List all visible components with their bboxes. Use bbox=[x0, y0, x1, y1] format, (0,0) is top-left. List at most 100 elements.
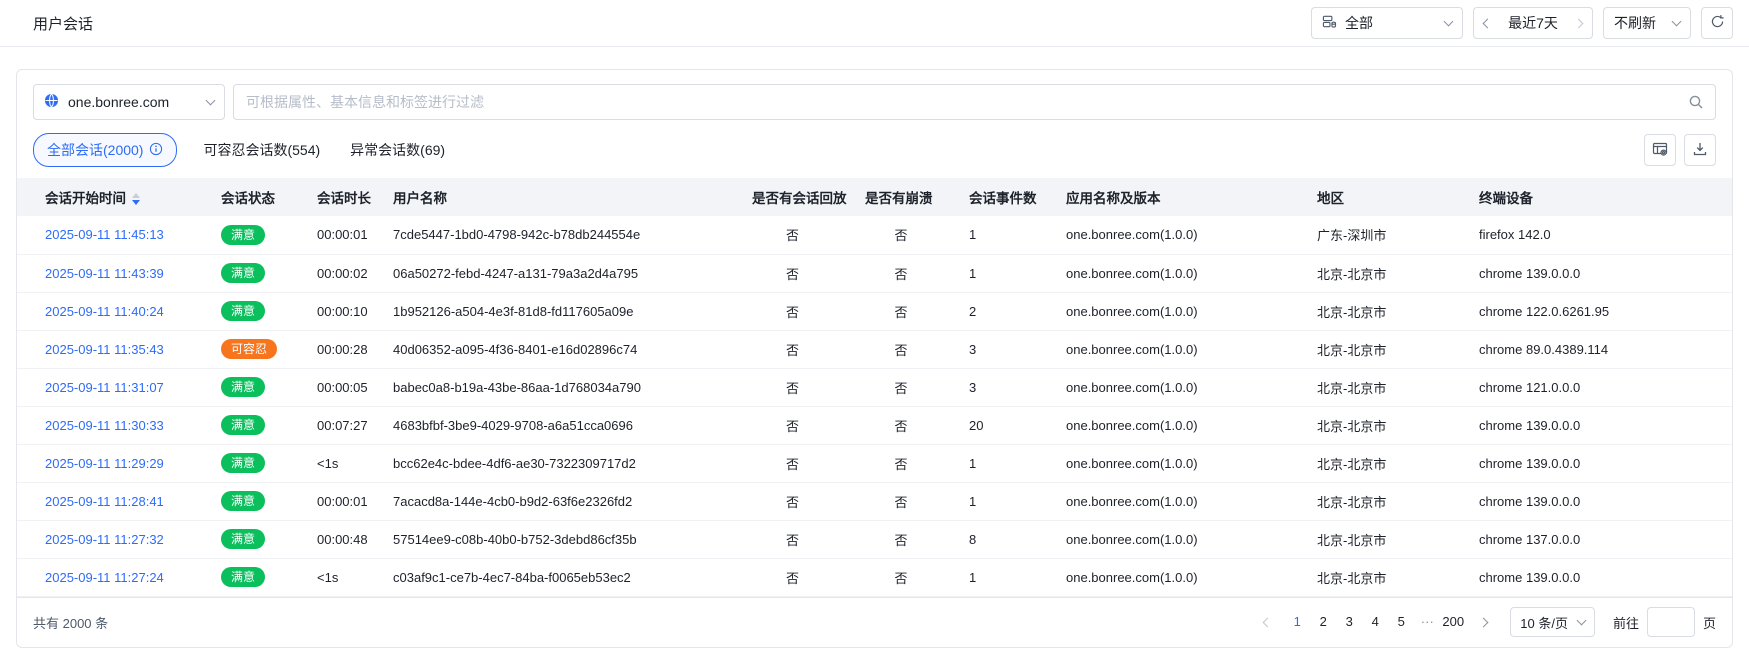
scope-select[interactable]: 全部 bbox=[1311, 7, 1463, 39]
session-start-link[interactable]: 2025-09-11 11:45:13 bbox=[45, 227, 164, 243]
region-cell: 北京-北京市 bbox=[1317, 532, 1387, 548]
replay-cell: 否 bbox=[785, 380, 799, 396]
crash-cell: 否 bbox=[894, 228, 908, 244]
next-period-icon[interactable] bbox=[1573, 18, 1584, 28]
replay-cell: 否 bbox=[785, 228, 799, 244]
device-cell: chrome 137.0.0.0 bbox=[1479, 531, 1581, 547]
pagination-page-5[interactable]: 5 bbox=[1397, 614, 1405, 629]
column-header-5: 是否有会话回放 bbox=[736, 178, 849, 216]
session-start-link[interactable]: 2025-09-11 11:27:24 bbox=[45, 569, 164, 585]
scope-select-value: 全部 bbox=[1345, 15, 1373, 31]
events-count-cell: 2 bbox=[969, 303, 977, 319]
session-duration-cell: 00:00:01 bbox=[317, 227, 368, 243]
session-start-link[interactable]: 2025-09-11 11:31:07 bbox=[45, 379, 164, 395]
search-input[interactable] bbox=[233, 84, 1716, 120]
region-cell: 北京-北京市 bbox=[1317, 494, 1387, 510]
page-jump: 前往 页 bbox=[1613, 607, 1716, 637]
events-count-cell: 1 bbox=[969, 569, 977, 585]
table-row: 2025-09-11 11:43:39 满意 00:00:02 06a50272-fe… bbox=[17, 254, 1732, 293]
session-status-badge: 满意 bbox=[221, 377, 266, 397]
events-count-cell: 3 bbox=[969, 379, 977, 395]
region-cell: 北京-北京市 bbox=[1317, 304, 1387, 320]
table-row: 2025-09-11 11:31:07 满意 00:00:05 babec0a8-b1… bbox=[17, 368, 1732, 407]
tab-actions bbox=[1644, 134, 1716, 166]
table-row: 2025-09-11 11:29:29 满意 <1s bcc62e4c-bdee-4d… bbox=[17, 444, 1732, 483]
session-status-badge: 满意 bbox=[221, 224, 266, 245]
prev-period-icon[interactable] bbox=[1482, 18, 1493, 28]
table-footer: 共有 2000 条 1 2 3 4 5 ··· 200 10 条/页 前往 页 bbox=[17, 596, 1732, 647]
user-name-cell: 57514ee9-c08b-40b0-b752-3debd86cf35b bbox=[393, 531, 637, 547]
table-body: 2025-09-11 11:45:13 满意 00:00:01 7cde5447-1b… bbox=[17, 216, 1732, 597]
column-header-7: 会话事件数 bbox=[953, 178, 1050, 216]
user-name-cell: bcc62e4c-bdee-4df6-ae30-7322309717d2 bbox=[393, 455, 636, 471]
session-status-badge: 满意 bbox=[221, 301, 266, 321]
pagination-page-3[interactable]: 3 bbox=[1345, 614, 1353, 629]
page-size-select[interactable]: 10 条/页 bbox=[1510, 607, 1595, 637]
refresh-mode-select[interactable]: 不刷新 bbox=[1603, 7, 1691, 39]
date-range-value[interactable]: 最近7天 bbox=[1508, 15, 1558, 31]
column-header-1[interactable]: 会话开始时间 bbox=[17, 178, 205, 216]
session-status-badge: 满意 bbox=[221, 491, 266, 511]
session-duration-cell: 00:00:02 bbox=[317, 265, 368, 281]
chevron-down-icon bbox=[1443, 16, 1454, 27]
region-cell: 广东-深圳市 bbox=[1317, 228, 1387, 244]
tab-label: 全部会话(2000) bbox=[47, 142, 144, 158]
session-start-link[interactable]: 2025-09-11 11:28:41 bbox=[45, 493, 164, 509]
column-header-10: 终端设备 bbox=[1463, 178, 1732, 216]
info-icon[interactable] bbox=[149, 142, 163, 159]
session-status-badge: 可容忍 bbox=[221, 339, 278, 359]
app-select-value: one.bonree.com bbox=[68, 94, 170, 110]
pagination-page-200[interactable]: 200 bbox=[1442, 614, 1465, 629]
column-header-4: 用户名称 bbox=[377, 178, 736, 216]
chevron-down-icon bbox=[1671, 16, 1682, 27]
jump-prefix-label: 前往 bbox=[1612, 615, 1639, 631]
pagination-page-1[interactable]: 1 bbox=[1293, 614, 1301, 629]
replay-cell: 否 bbox=[785, 342, 799, 358]
events-count-cell: 20 bbox=[969, 417, 984, 433]
total-count: 共有 2000 条 bbox=[33, 615, 109, 631]
table-header-row: 会话开始时间 会话状态 会话时长 用户名称 是否有会话回放 是否有崩溃 会话事件数 应用名称及… bbox=[17, 178, 1732, 216]
sessions-card: one.bonree.com 全部会话(2000) bbox=[16, 69, 1733, 648]
session-duration-cell: 00:07:27 bbox=[317, 417, 368, 433]
refresh-button[interactable] bbox=[1701, 7, 1733, 39]
session-start-link[interactable]: 2025-09-11 11:40:24 bbox=[45, 303, 164, 319]
replay-cell: 否 bbox=[785, 456, 799, 472]
app-version-cell: one.bonree.com(1.0.0) bbox=[1066, 531, 1198, 547]
pagination-pages: 1 2 3 4 5 ··· 200 bbox=[1284, 609, 1466, 635]
session-start-link[interactable]: 2025-09-11 11:27:32 bbox=[45, 531, 164, 547]
session-start-link[interactable]: 2025-09-11 11:43:39 bbox=[45, 265, 164, 281]
sort-control[interactable] bbox=[132, 193, 140, 206]
device-cell: chrome 139.0.0.0 bbox=[1479, 493, 1581, 509]
table-row: 2025-09-11 11:35:43 可容忍 00:00:28 40d06352-a… bbox=[17, 330, 1732, 369]
globe-icon bbox=[44, 93, 59, 111]
events-count-cell: 1 bbox=[969, 265, 977, 281]
app-version-cell: one.bonree.com(1.0.0) bbox=[1066, 379, 1198, 395]
pagination-page-2[interactable]: 2 bbox=[1319, 614, 1327, 629]
tab-abnormal-sessions[interactable]: 异常会话数(69) bbox=[350, 140, 445, 160]
session-start-link[interactable]: 2025-09-11 11:30:33 bbox=[45, 417, 164, 433]
column-settings-button[interactable] bbox=[1644, 134, 1676, 166]
page-jump-input[interactable] bbox=[1646, 607, 1695, 637]
tab-tolerable-sessions[interactable]: 可容忍会话数(554) bbox=[203, 140, 320, 160]
session-start-link[interactable]: 2025-09-11 11:29:29 bbox=[45, 455, 164, 471]
page-size-value: 10 条/页 bbox=[1520, 615, 1568, 631]
replay-cell: 否 bbox=[785, 304, 799, 320]
tab-label: 异常会话数(69) bbox=[350, 142, 446, 158]
tab-all-sessions[interactable]: 全部会话(2000) bbox=[33, 133, 178, 167]
app-select[interactable]: one.bonree.com bbox=[33, 84, 225, 120]
chevron-down-icon bbox=[1576, 615, 1587, 626]
user-name-cell: 7acacd8a-144e-4cb0-b9d2-63f6e2326fd2 bbox=[393, 493, 633, 509]
pagination-page-4[interactable]: 4 bbox=[1371, 614, 1379, 629]
session-start-link[interactable]: 2025-09-11 11:35:43 bbox=[45, 341, 164, 357]
region-cell: 北京-北京市 bbox=[1317, 456, 1387, 472]
table-row: 2025-09-11 11:30:33 满意 00:07:27 4683bfbf-3b… bbox=[17, 406, 1732, 445]
chevron-down-icon bbox=[205, 95, 216, 106]
app-version-cell: one.bonree.com(1.0.0) bbox=[1066, 417, 1198, 433]
prev-page-button[interactable] bbox=[1254, 609, 1280, 635]
export-button[interactable] bbox=[1684, 134, 1716, 166]
next-page-button[interactable] bbox=[1470, 609, 1496, 635]
region-cell: 北京-北京市 bbox=[1317, 418, 1387, 434]
events-count-cell: 1 bbox=[969, 227, 977, 243]
region-cell: 北京-北京市 bbox=[1317, 570, 1387, 586]
app-version-cell: one.bonree.com(1.0.0) bbox=[1066, 265, 1198, 281]
